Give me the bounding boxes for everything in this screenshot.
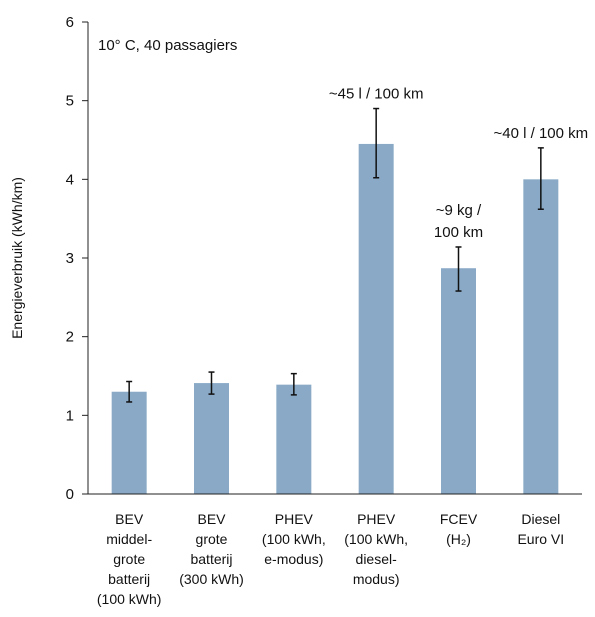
x-category-label: PHEV (100 kWh, diesel-modus) — [344, 511, 408, 587]
x-category-label-line: middel- — [106, 531, 152, 547]
bar — [111, 391, 147, 494]
error-bar — [126, 380, 133, 403]
error-bar — [537, 147, 544, 210]
x-category-label-line: Diesel — [521, 511, 560, 527]
error-bar — [373, 107, 380, 179]
bar-annotations: ~45 l / 100 km ~9 kg / 100 km ~40 l / 100 k… — [329, 86, 588, 241]
x-category-label: BEV grote batterij (300 kWh) — [179, 511, 244, 587]
bar-annotation-line: ~9 kg / — [436, 202, 482, 219]
x-category-label-line: FCEV — [440, 511, 478, 527]
bar-annotation-line: ~40 l / 100 km — [494, 125, 589, 142]
y-axis-ticks: 0 1 2 3 4 5 6 — [66, 14, 88, 503]
category-labels: BEV middel-grote batterij (100 kWh) BEV grote… — [97, 511, 564, 607]
x-category-label-line: (300 kWh) — [179, 571, 244, 587]
x-category-label: BEV middel-grote batterij (100 kWh) — [97, 511, 162, 607]
bar — [358, 143, 394, 494]
bar-annotation: ~9 kg / 100 km — [434, 202, 483, 241]
y-tick-label: 2 — [66, 329, 74, 346]
y-tick-label: 5 — [66, 93, 74, 110]
y-tick-label: 3 — [66, 250, 74, 267]
x-category-label-line: grote — [113, 551, 145, 567]
y-axis-label: Energieverbruik (kWh/km) — [9, 177, 25, 339]
x-category-label-line: batterij — [108, 571, 150, 587]
error-bars — [126, 107, 544, 403]
bar — [523, 179, 559, 495]
x-category-label-line: grote — [196, 531, 228, 547]
y-tick-label: 0 — [66, 486, 74, 503]
y-tick-label: 6 — [66, 14, 74, 31]
x-category-label-line: (100 kWh, — [262, 531, 326, 547]
x-category-label-line: batterij — [190, 551, 232, 567]
error-bar — [290, 372, 297, 396]
bar-annotation-line: 100 km — [434, 224, 483, 241]
condition-note: 10° C, 40 passagiers — [98, 37, 237, 54]
bar-annotation: ~40 l / 100 km — [494, 125, 589, 142]
bar-annotation-line: ~45 l / 100 km — [329, 86, 424, 103]
x-category-label-line: BEV — [115, 511, 144, 527]
x-category-label-line: e-modus) — [264, 551, 323, 567]
x-category-label: Diesel Euro VI — [517, 511, 564, 547]
bar — [276, 384, 312, 494]
bars — [111, 143, 559, 495]
x-category-label-line: (H₂) — [446, 531, 471, 547]
x-category-label-line: Euro VI — [517, 531, 564, 547]
x-category-label: FCEV (H₂) — [440, 511, 478, 547]
x-category-label-line: (100 kWh) — [97, 591, 162, 607]
y-tick-label: 1 — [66, 407, 74, 424]
bar-annotation: ~45 l / 100 km — [329, 86, 424, 103]
error-bar — [208, 371, 215, 395]
x-category-label-line: PHEV — [357, 511, 396, 527]
x-category-label-line: diesel- — [356, 551, 398, 567]
x-category-label-line: PHEV — [275, 511, 314, 527]
bar — [194, 383, 229, 494]
y-tick-label: 4 — [66, 171, 74, 188]
bar — [441, 268, 476, 494]
x-category-label: PHEV (100 kWh, e-modus) — [262, 511, 326, 567]
x-category-label-line: BEV — [197, 511, 226, 527]
x-category-label-line: (100 kWh, — [344, 531, 408, 547]
x-category-label-line: modus) — [353, 571, 400, 587]
error-bar — [455, 246, 462, 292]
